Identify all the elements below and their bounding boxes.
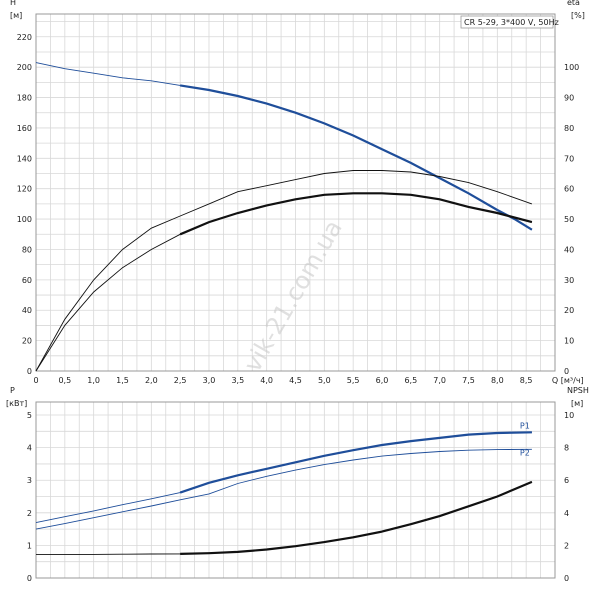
plot-frame bbox=[35, 13, 556, 372]
y-left-tick-label: 1 bbox=[27, 541, 32, 550]
y-right-tick-label: 2 bbox=[564, 541, 569, 550]
y-right-tick-label: 20 bbox=[564, 306, 574, 315]
x-tick-label: 2,0 bbox=[145, 376, 158, 385]
y-right-axis-unit: [%] bbox=[571, 11, 585, 20]
plot-frame bbox=[35, 401, 556, 579]
y-right-tick-label: 10 bbox=[564, 411, 574, 420]
y-right-tick-label: 50 bbox=[564, 215, 574, 224]
y-left-tick-label: 200 bbox=[17, 63, 32, 72]
y-right-tick-label: 4 bbox=[564, 509, 569, 518]
y-right-tick-label: 40 bbox=[564, 245, 574, 254]
x-tick-label: 1,5 bbox=[116, 376, 129, 385]
y-left-tick-label: 100 bbox=[17, 215, 32, 224]
y-right-axis-unit: [м] bbox=[571, 399, 583, 408]
y-left-tick-label: 4 bbox=[27, 444, 32, 453]
x-tick-label: 3,5 bbox=[231, 376, 244, 385]
x-tick-label: 8,0 bbox=[491, 376, 504, 385]
y-left-tick-label: 60 bbox=[22, 276, 32, 285]
y-right-tick-label: 80 bbox=[564, 124, 574, 133]
x-tick-label: 2,5 bbox=[174, 376, 187, 385]
watermark-text: vik-21.com.ua bbox=[238, 215, 347, 377]
y-left-axis-title: H bbox=[10, 0, 16, 7]
y-left-tick-label: 160 bbox=[17, 124, 32, 133]
y-left-tick-label: 120 bbox=[17, 185, 32, 194]
x-tick-label: 6,5 bbox=[404, 376, 417, 385]
y-right-axis-title: NPSH bbox=[567, 386, 589, 395]
y-left-tick-label: 0 bbox=[27, 574, 32, 583]
x-tick-label: 7,0 bbox=[433, 376, 446, 385]
x-tick-label: 3,0 bbox=[203, 376, 216, 385]
y-left-tick-label: 2 bbox=[27, 509, 32, 518]
y-right-tick-label: 30 bbox=[564, 276, 574, 285]
y-left-tick-label: 40 bbox=[22, 306, 32, 315]
y-right-tick-label: 6 bbox=[564, 476, 569, 485]
x-tick-label: 6,0 bbox=[376, 376, 389, 385]
x-tick-label: 4,5 bbox=[289, 376, 302, 385]
x-axis-title: Q [м³/ч] bbox=[552, 376, 584, 385]
series-operating-range bbox=[179, 431, 532, 494]
y-right-axis-title: eta bbox=[567, 0, 580, 7]
chart-title: CR 5-29, 3*400 V, 50Hz bbox=[464, 18, 559, 27]
y-left-axis-unit: [м] bbox=[10, 11, 22, 20]
series-label-p2: P2 bbox=[520, 448, 530, 457]
x-tick-label: 4,0 bbox=[260, 376, 273, 385]
y-right-tick-label: 70 bbox=[564, 154, 574, 163]
y-left-axis-title: P bbox=[10, 386, 15, 395]
y-left-tick-label: 80 bbox=[22, 245, 32, 254]
y-right-tick-label: 8 bbox=[564, 444, 569, 453]
legend-box bbox=[460, 15, 554, 29]
y-left-tick-label: 140 bbox=[17, 154, 32, 163]
y-left-tick-label: 20 bbox=[22, 337, 32, 346]
y-left-axis-unit: [кВт] bbox=[6, 399, 27, 408]
y-right-tick-label: 0 bbox=[564, 574, 569, 583]
y-right-tick-label: 90 bbox=[564, 94, 574, 103]
y-right-tick-label: 10 bbox=[564, 337, 574, 346]
series-line bbox=[35, 448, 532, 530]
series-operating-range bbox=[180, 84, 533, 231]
series-line bbox=[36, 481, 533, 555]
y-right-tick-label: 100 bbox=[564, 63, 579, 72]
y-left-tick-label: 5 bbox=[27, 411, 32, 420]
y-right-tick-label: 0 bbox=[564, 367, 569, 376]
x-tick-label: 5,0 bbox=[318, 376, 331, 385]
series-operating-range bbox=[179, 192, 533, 236]
x-tick-label: 5,5 bbox=[347, 376, 360, 385]
y-left-tick-label: 3 bbox=[27, 476, 32, 485]
y-left-tick-label: 0 bbox=[27, 367, 32, 376]
x-tick-label: 7,5 bbox=[462, 376, 475, 385]
x-tick-label: 8,5 bbox=[520, 376, 533, 385]
x-tick-label: 1,0 bbox=[87, 376, 100, 385]
series-label-p1: P1 bbox=[520, 421, 530, 430]
y-left-tick-label: 220 bbox=[17, 33, 32, 42]
y-left-tick-label: 180 bbox=[17, 94, 32, 103]
series-line bbox=[35, 170, 533, 372]
x-tick-label: 0,5 bbox=[58, 376, 71, 385]
series-operating-range bbox=[180, 480, 533, 555]
y-right-tick-label: 60 bbox=[564, 185, 574, 194]
x-tick-label: 0 bbox=[33, 376, 38, 385]
